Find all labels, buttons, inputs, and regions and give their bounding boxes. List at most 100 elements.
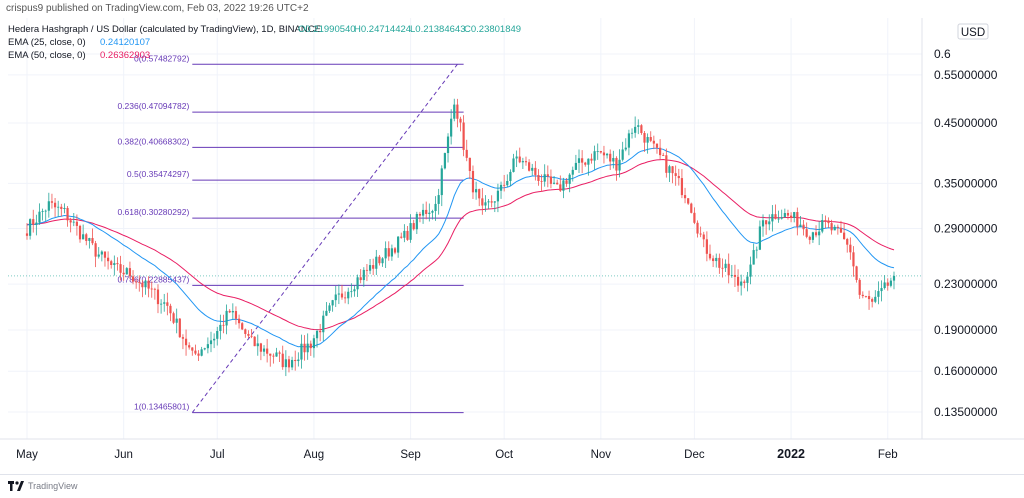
candle-body (481, 198, 484, 206)
price-axis[interactable]: 0.6 0.55000000 0.45000000 0.35000000 0.29000… (921, 18, 998, 439)
candle-body (403, 230, 406, 238)
candle-body (138, 282, 141, 283)
candle-body (602, 152, 606, 156)
candle-body (425, 209, 428, 214)
candle-body (718, 257, 721, 268)
candle-body (434, 203, 437, 212)
candle-body (662, 155, 665, 156)
candle-body (877, 291, 880, 297)
legend-ema25-label: EMA (25, close, 0) (8, 37, 86, 48)
candle-body (749, 264, 752, 277)
candle-body (537, 174, 540, 181)
time-tick-label: Dec (684, 449, 705, 461)
candle-body (44, 210, 47, 212)
candle-body (846, 239, 849, 245)
price-chart[interactable]: 1(0.13465801) 0.786(0.22885437) 0.618(0.30… (0, 18, 1024, 474)
candle-body (188, 345, 191, 348)
candle-body (559, 184, 562, 191)
candle-body (727, 263, 730, 276)
candle-body (496, 190, 500, 202)
candle-body (683, 195, 687, 199)
candle-body (687, 198, 690, 204)
candle-body (88, 238, 91, 241)
candle-body (216, 330, 219, 339)
price-tick-label: 0.55000000 (934, 68, 998, 82)
price-tick-label: 0.35000000 (934, 176, 998, 190)
candle-body (843, 232, 846, 240)
candle-body (565, 180, 568, 184)
candle-body (378, 256, 381, 264)
fib-level-label: 0.236(0.47094782) (117, 101, 189, 111)
candle-body (680, 178, 684, 196)
candle-body (266, 348, 269, 354)
candle-body (528, 162, 531, 171)
candle-body (172, 313, 175, 323)
candle-body (705, 239, 708, 254)
candle-body (244, 329, 247, 334)
candle-body (94, 243, 97, 257)
candle-body (450, 118, 453, 137)
fib-level-label: 0.382(0.40668302) (117, 136, 189, 146)
candle-body (574, 162, 577, 170)
candle-body (783, 213, 786, 218)
candle-body (262, 348, 266, 352)
candle-body (106, 257, 110, 262)
candle-body (437, 195, 440, 204)
candle-body (874, 296, 877, 302)
candle-body (384, 248, 387, 259)
candle-body (309, 343, 312, 349)
candle-body (733, 274, 737, 277)
ema-lines (26, 147, 895, 348)
candle-body (849, 244, 852, 253)
candle-body (471, 171, 475, 193)
candle-body (203, 348, 206, 350)
candle-body (100, 251, 103, 255)
candle-body (315, 330, 319, 339)
candle-body (294, 359, 297, 362)
candle-body (506, 180, 509, 186)
candle-body (668, 166, 671, 173)
candle-body (515, 156, 518, 159)
candle-body (431, 211, 434, 213)
candle-body (231, 311, 234, 313)
candle-body (443, 153, 447, 169)
candle-body (830, 223, 833, 231)
candle-body (325, 310, 328, 316)
candle-body (150, 288, 153, 290)
candle-body (225, 310, 228, 326)
candle-body (621, 149, 624, 160)
candle-body (474, 189, 478, 193)
footer-bar: TradingView (0, 474, 1024, 498)
candle-body (184, 338, 188, 346)
candle-body (453, 104, 456, 119)
time-tick-label: Oct (495, 449, 514, 461)
candle-body (60, 206, 63, 210)
candle-body (337, 293, 340, 295)
candle-body (808, 236, 811, 240)
price-tick-label: 0.13500000 (934, 405, 998, 419)
candle-body (412, 223, 415, 230)
candle-body (577, 158, 581, 163)
candle-body (593, 151, 596, 161)
candle-body (543, 174, 546, 182)
candle-body (780, 217, 783, 219)
candle-body (440, 168, 443, 196)
candle-body (796, 212, 799, 227)
candle-body (353, 289, 356, 292)
candle-body (284, 359, 287, 368)
time-tick-label: Nov (591, 449, 612, 461)
price-tick-label: 0.19000000 (934, 323, 998, 337)
time-axis[interactable]: May Jun Jul Aug Sep Oct Nov Dec 2022 Feb (0, 438, 1024, 461)
candle-body (524, 161, 528, 163)
candle-body (587, 158, 590, 165)
candle-body (768, 221, 771, 225)
publisher-bar: crispus9 published on TradingView.com, F… (0, 0, 1024, 18)
candle-body (290, 359, 294, 368)
candle-body (712, 258, 715, 262)
candle-body (91, 238, 94, 244)
candle-body (322, 315, 325, 333)
candle-body (771, 214, 774, 222)
candle-body (459, 118, 462, 123)
candle-body (253, 336, 256, 347)
candle-body (674, 173, 677, 176)
